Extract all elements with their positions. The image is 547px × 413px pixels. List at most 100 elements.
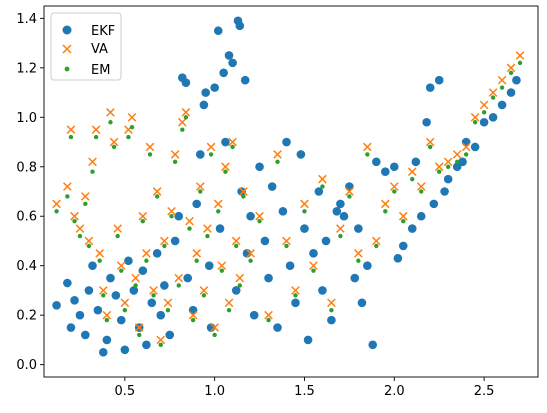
y-tick-label: 0.0	[16, 358, 37, 373]
point-em	[111, 144, 117, 150]
point-em	[172, 159, 178, 165]
point-em	[481, 110, 487, 115]
point-em	[108, 120, 113, 125]
point-em	[72, 218, 77, 224]
point-em	[248, 258, 253, 263]
point-ekf	[291, 298, 300, 308]
point-va	[160, 236, 169, 246]
point-em	[226, 308, 232, 313]
y-axis: 0.0 0.2 0.4 0.6 0.8 1.0 1.2 1.4	[16, 12, 44, 373]
point-ekf	[165, 330, 175, 340]
point-ekf	[199, 100, 209, 110]
point-em	[445, 164, 451, 169]
point-va	[195, 182, 205, 191]
point-va	[63, 182, 72, 191]
point-ekf	[142, 340, 151, 350]
legend-label-ekf: EKF	[91, 24, 115, 39]
point-em	[237, 283, 243, 288]
point-ekf	[282, 137, 291, 147]
point-ekf	[116, 315, 126, 325]
point-va	[152, 187, 162, 196]
point-va	[231, 236, 241, 246]
point-va	[66, 125, 76, 134]
point-em	[356, 258, 361, 263]
y-tick-label: 0.2	[16, 309, 37, 324]
point-ekf	[70, 296, 79, 305]
point-va	[239, 187, 248, 196]
point-va	[113, 224, 122, 233]
point-va	[52, 199, 61, 209]
point-ekf	[458, 157, 467, 167]
point-ekf	[434, 75, 444, 85]
point-va	[138, 211, 148, 221]
point-ekf	[416, 211, 426, 221]
point-va	[264, 310, 273, 320]
point-va	[206, 142, 216, 152]
point-em	[162, 243, 167, 249]
point-ekf	[170, 236, 180, 246]
point-va	[177, 117, 187, 127]
point-ekf	[381, 167, 390, 177]
point-va	[282, 236, 291, 246]
point-em	[383, 209, 388, 214]
point-em	[437, 169, 442, 174]
point-ekf	[393, 253, 403, 263]
point-em	[165, 308, 171, 313]
data-points	[52, 16, 525, 357]
point-em	[463, 152, 469, 157]
point-va	[203, 224, 212, 233]
point-em	[187, 226, 192, 231]
point-em	[151, 293, 156, 298]
point-va	[199, 286, 209, 295]
point-ekf	[66, 323, 76, 332]
point-em	[329, 308, 334, 313]
point-ekf	[267, 182, 277, 191]
point-em	[517, 60, 523, 66]
point-ekf	[354, 224, 363, 233]
point-em	[147, 152, 153, 157]
point-ekf	[497, 100, 507, 110]
point-ekf	[318, 286, 327, 295]
point-ekf	[488, 113, 498, 122]
point-va	[120, 298, 130, 308]
point-ekf	[339, 211, 349, 221]
point-va	[181, 108, 191, 117]
point-ekf	[174, 211, 184, 221]
point-va	[506, 63, 516, 73]
point-ekf	[111, 291, 121, 300]
point-va	[192, 249, 202, 258]
y-tick-label: 1.2	[16, 61, 37, 76]
point-va	[109, 137, 119, 147]
point-em	[293, 293, 298, 298]
point-va	[488, 88, 498, 97]
point-em	[365, 152, 370, 157]
point-em	[101, 293, 106, 298]
x-tick-label: 1.0	[204, 384, 225, 399]
point-va	[345, 187, 354, 196]
point-va	[300, 199, 309, 209]
point-em	[284, 243, 289, 249]
legend-marker-em	[64, 66, 70, 72]
point-ekf	[372, 157, 381, 167]
point-ekf	[309, 249, 318, 258]
point-em	[154, 194, 160, 199]
legend-marker-ekf	[62, 25, 72, 35]
point-ekf	[147, 298, 157, 308]
point-va	[434, 162, 444, 172]
point-va	[95, 249, 105, 258]
point-ekf	[246, 211, 255, 221]
point-va	[217, 261, 227, 271]
point-ekf	[303, 335, 313, 345]
point-em	[428, 144, 433, 150]
point-ekf	[88, 261, 97, 271]
point-em	[194, 258, 199, 263]
point-va	[134, 323, 144, 332]
point-ekf	[213, 26, 223, 36]
point-em	[183, 115, 189, 120]
x-tick-label: 1.5	[294, 384, 315, 399]
point-va	[371, 236, 381, 246]
point-ekf	[278, 206, 288, 216]
point-va	[131, 273, 140, 283]
point-ekf	[63, 278, 72, 288]
y-tick-label: 1.4	[16, 12, 37, 27]
